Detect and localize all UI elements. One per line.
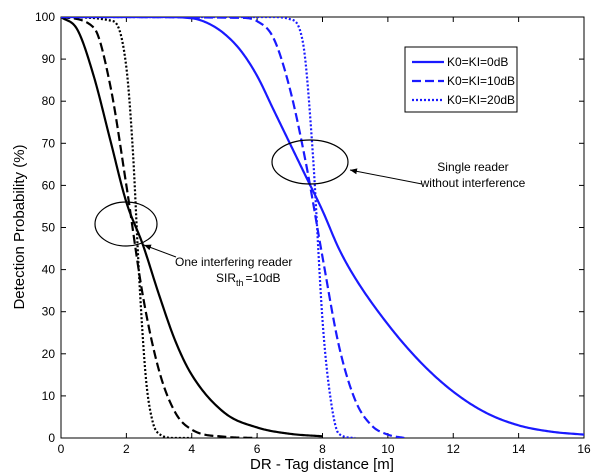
x-tick-label: 16 <box>577 442 591 456</box>
y-tick-label: 90 <box>42 52 56 66</box>
interfering-reader-ellipse <box>94 201 158 247</box>
sir-threshold-label: SIRth =10dB <box>216 271 281 288</box>
single-reader-ellipse <box>271 139 349 185</box>
legend-label-10db: K0=KI=10dB <box>447 74 515 88</box>
series-layer <box>61 17 584 438</box>
legend-box <box>404 46 518 113</box>
sir-value: =10dB <box>246 271 281 285</box>
x-tick-label: 8 <box>319 442 326 456</box>
annotation-single-reader: Single reader without interference <box>271 139 526 190</box>
y-tick-label: 30 <box>42 305 56 319</box>
y-axis-label: Detection Probability (%) <box>11 144 28 309</box>
series-line-one-interfering-reader-k0-ki-10db <box>61 17 258 438</box>
y-tick-label: 20 <box>42 347 56 361</box>
interfering-reader-label-line1: One interfering reader <box>175 255 292 269</box>
sir-main: SIR <box>216 271 236 285</box>
single-reader-arrow <box>349 168 423 185</box>
x-tick-label: 2 <box>123 442 130 456</box>
y-tick-label: 70 <box>42 136 56 150</box>
x-tick-label: 10 <box>381 442 395 456</box>
single-reader-label-line1: Single reader <box>437 160 508 174</box>
annotation-interfering-reader: One interfering reader SIRth =10dB <box>94 201 292 288</box>
x-tick-label: 6 <box>254 442 261 456</box>
legend-label-0db: K0=KI=0dB <box>447 55 508 69</box>
y-tick-label: 80 <box>42 94 56 108</box>
series-line-one-interfering-reader-k0-ki-20db <box>61 17 193 438</box>
x-tick-label: 0 <box>58 442 65 456</box>
y-tick-label: 100 <box>35 10 55 24</box>
y-tick-label: 50 <box>42 221 56 235</box>
x-tick-label: 4 <box>188 442 195 456</box>
y-tick-label: 10 <box>42 389 56 403</box>
legend: K0=KI=0dB K0=KI=10dB K0=KI=20dB <box>404 46 518 113</box>
y-tick-label: 60 <box>42 178 56 192</box>
series-line-single-reader-k0-ki-10db <box>61 17 405 438</box>
interfering-reader-arrow <box>143 244 177 258</box>
x-tick-label: 14 <box>512 442 526 456</box>
axis-ticks: 0 2 4 6 8 10 12 14 16 0 10 20 30 40 50 60 70 80 90 100 <box>35 10 591 456</box>
sir-subscript: th <box>236 278 244 288</box>
x-tick-label: 12 <box>447 442 461 456</box>
y-tick-label: 40 <box>42 263 56 277</box>
single-reader-label-line2: without interference <box>420 176 526 190</box>
series-line-single-reader-k0-ki-20db <box>61 17 356 438</box>
legend-label-20db: K0=KI=20dB <box>447 93 515 107</box>
x-axis-label: DR - Tag distance [m] <box>250 456 394 473</box>
series-line-one-interfering-reader-k0-ki-0db <box>61 17 323 438</box>
y-tick-label: 0 <box>48 431 55 445</box>
